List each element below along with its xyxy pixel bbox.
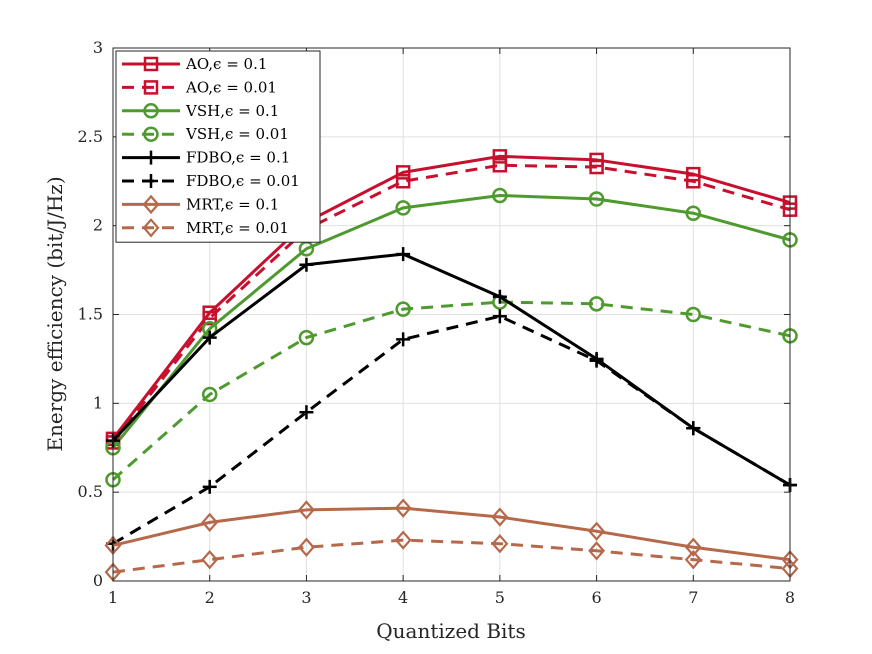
ticks: 1 2 3 4 5 6 7 8 0 0.5 1 1.5 2 2.5 3 (78, 38, 796, 607)
series-line (111, 154, 791, 440)
legend-marker (144, 174, 158, 188)
legend-label: FDBO,ϵ = 0.01 (186, 172, 300, 190)
x-tick-label: 8 (785, 588, 795, 607)
data-point (684, 537, 702, 557)
data-point (395, 301, 411, 317)
data-point (395, 200, 411, 216)
data-point (685, 205, 702, 221)
data-point (396, 247, 411, 262)
legend-entry: MRT,ϵ = 0.01 (122, 218, 289, 238)
legend: AO,ϵ = 0.1 AO,ϵ = 0.01 VSH,ϵ = 0.1 VSH,ϵ = … (115, 50, 321, 243)
x-tick-label: 1 (108, 588, 118, 607)
series-line (111, 193, 791, 449)
legend-marker (143, 103, 159, 119)
series-layer (104, 149, 799, 582)
data-point (394, 530, 412, 550)
y-tick-label: 0 (93, 571, 103, 590)
series-line (111, 163, 791, 444)
data-point (492, 158, 508, 173)
legend-label: MRT,ϵ = 0.1 (186, 195, 279, 213)
data-point (202, 310, 217, 326)
data-point (299, 257, 314, 272)
data-point (588, 191, 605, 207)
data-point (492, 149, 508, 164)
y-tick-label: 3 (93, 38, 103, 57)
data-point (685, 306, 702, 323)
legend-entry: MRT,ϵ = 0.1 (122, 194, 279, 215)
legend-entry: FDBO,ϵ = 0.01 (122, 172, 300, 190)
legend-entry: VSH,ϵ = 0.01 (122, 125, 289, 143)
data-point (202, 479, 217, 494)
data-point (201, 512, 219, 533)
legend-label: VSH,ϵ = 0.1 (185, 102, 279, 120)
data-point (202, 330, 217, 345)
data-point (299, 405, 314, 420)
data-point (684, 550, 702, 570)
legend-entry: FDBO,ϵ = 0.1 (122, 149, 290, 167)
legend-entry: VSH,ϵ = 0.1 (122, 102, 279, 120)
legend-entry: AO,ϵ = 0.1 (122, 55, 267, 73)
y-tick-label: 0.5 (78, 482, 103, 501)
x-axis-label: Quantized Bits (376, 619, 525, 643)
legend-label: FDBO,ϵ = 0.1 (186, 149, 290, 167)
data-point (201, 550, 219, 570)
y-axis-label: Energy efficiency (bit/J/Hz) (43, 176, 67, 451)
data-point (492, 187, 508, 204)
legend-marker (142, 194, 160, 215)
data-point (491, 507, 509, 527)
legend-label: VSH,ϵ = 0.01 (185, 125, 289, 143)
data-point (686, 421, 701, 436)
x-tick-label: 2 (205, 588, 215, 607)
series-line (112, 506, 791, 562)
y-tick-label: 2.5 (78, 127, 103, 146)
data-point (588, 296, 605, 312)
data-point (491, 534, 509, 554)
legend-label: MRT,ϵ = 0.01 (186, 219, 289, 237)
y-tick-label: 2 (93, 216, 103, 235)
legend-marker (143, 56, 159, 72)
series-line (112, 538, 791, 574)
x-tick-label: 4 (398, 588, 408, 607)
legend-marker (143, 126, 159, 142)
data-point (201, 386, 218, 403)
data-point (396, 332, 411, 347)
legend-label: AO,ϵ = 0.1 (185, 55, 267, 73)
data-point (588, 521, 606, 541)
x-tick-label: 5 (495, 588, 505, 607)
legend-marker (144, 150, 158, 165)
data-point (395, 174, 411, 189)
legend-entry: AO,ϵ = 0.01 (122, 78, 277, 96)
legend-marker (142, 218, 160, 238)
data-point (492, 309, 507, 324)
data-point (588, 541, 606, 561)
x-tick-label: 6 (591, 588, 601, 607)
y-tick-label: 1.5 (78, 305, 103, 324)
data-point (686, 174, 701, 189)
y-tick-label: 1 (93, 393, 103, 412)
series-line (112, 300, 791, 481)
data-point (589, 353, 604, 368)
series-line (111, 252, 791, 487)
legend-marker (143, 80, 159, 95)
legend-label: AO,ϵ = 0.01 (185, 78, 277, 96)
data-point (589, 159, 604, 175)
data-point (297, 500, 315, 520)
data-point (492, 289, 507, 304)
x-tick-label: 7 (688, 588, 698, 607)
data-point (298, 329, 315, 346)
x-tick-label: 3 (301, 588, 311, 607)
series-line (112, 314, 791, 545)
data-point (394, 498, 412, 518)
data-point (297, 537, 315, 557)
data-point (395, 165, 411, 180)
